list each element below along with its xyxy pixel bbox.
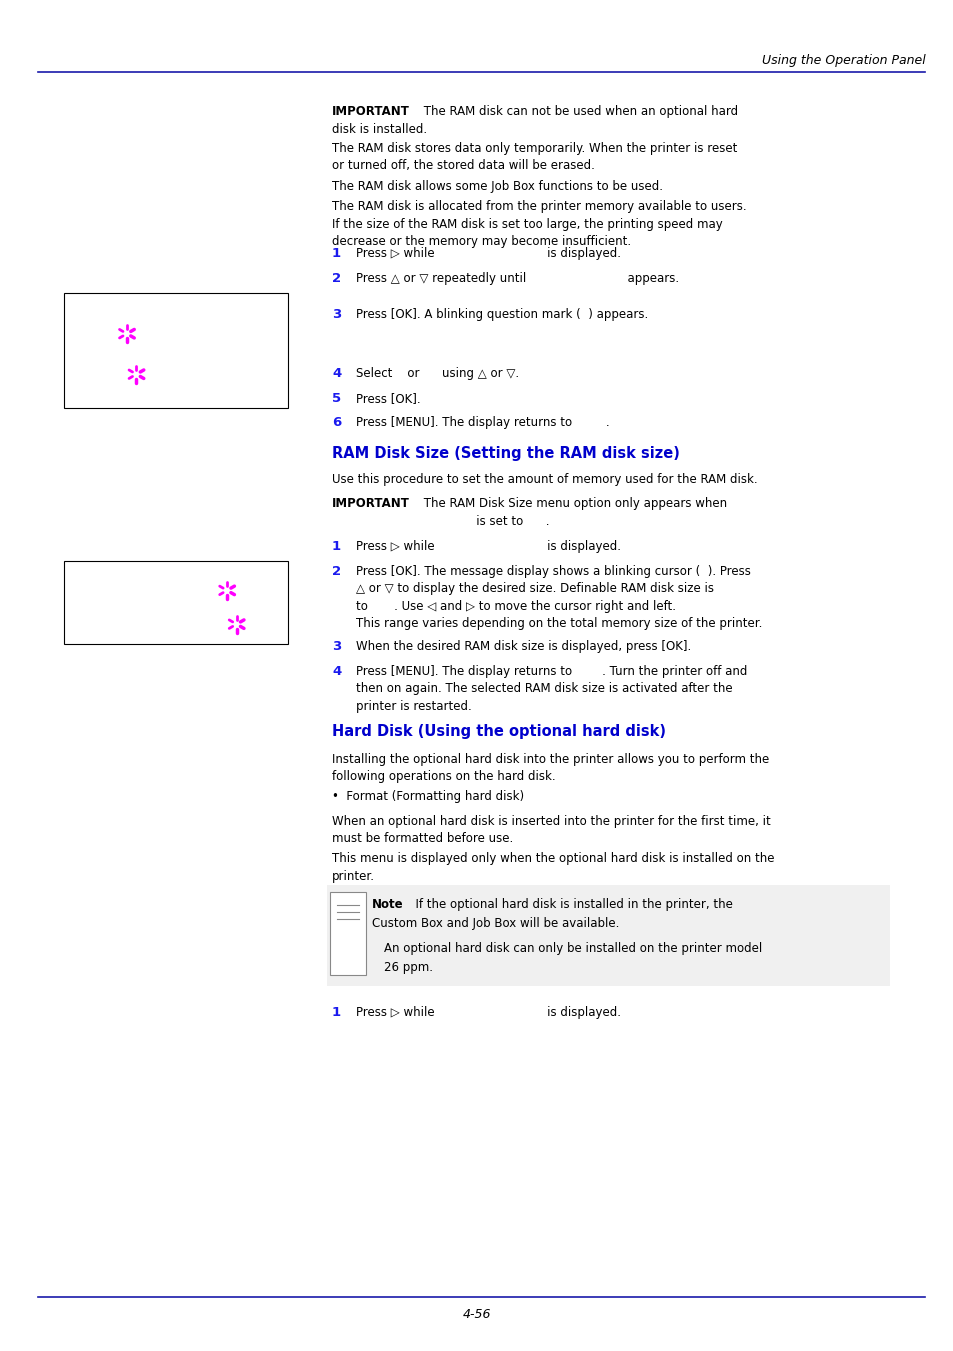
Text: to       . Use ◁ and ▷ to move the cursor right and left.: to . Use ◁ and ▷ to move the cursor righ… <box>355 600 675 613</box>
Text: The RAM disk is allocated from the printer memory available to users.: The RAM disk is allocated from the print… <box>332 200 746 213</box>
Text: 1: 1 <box>332 247 341 261</box>
Text: then on again. The selected RAM disk size is activated after the: then on again. The selected RAM disk siz… <box>355 682 732 696</box>
Text: •  Format (Formatting hard disk): • Format (Formatting hard disk) <box>332 790 523 804</box>
Bar <box>327 885 889 986</box>
Text: Press [OK]. The message display shows a blinking cursor (  ). Press: Press [OK]. The message display shows a … <box>355 565 750 578</box>
Text: The RAM disk stores data only temporarily. When the printer is reset: The RAM disk stores data only temporaril… <box>332 142 737 155</box>
Text: RAM Disk Size (Setting the RAM disk size): RAM Disk Size (Setting the RAM disk size… <box>332 446 679 461</box>
Bar <box>64 561 288 644</box>
Text: An optional hard disk can only be installed on the printer model: An optional hard disk can only be instal… <box>384 942 761 955</box>
Text: Press ▷ while                              is displayed.: Press ▷ while is displayed. <box>355 540 620 554</box>
Text: Custom Box and Job Box will be available.: Custom Box and Job Box will be available… <box>372 917 618 931</box>
Text: 2: 2 <box>332 272 341 285</box>
Text: 4: 4 <box>332 665 341 678</box>
Text: IMPORTANT: IMPORTANT <box>332 105 410 119</box>
Text: 3: 3 <box>332 640 341 654</box>
Text: Hard Disk (Using the optional hard disk): Hard Disk (Using the optional hard disk) <box>332 724 665 739</box>
Text: The RAM Disk Size menu option only appears when: The RAM Disk Size menu option only appea… <box>419 497 726 511</box>
Text: 4-56: 4-56 <box>462 1308 491 1321</box>
Text: 4: 4 <box>332 367 341 381</box>
Text: decrease or the memory may become insufficient.: decrease or the memory may become insuff… <box>332 235 631 249</box>
Text: Press [OK].: Press [OK]. <box>355 392 420 405</box>
Text: Select    or      using △ or ▽.: Select or using △ or ▽. <box>355 367 518 381</box>
Text: 1: 1 <box>332 1006 341 1020</box>
Text: Press [MENU]. The display returns to         .: Press [MENU]. The display returns to . <box>355 416 609 430</box>
Text: is set to      .: is set to . <box>419 515 549 528</box>
Text: 2: 2 <box>332 565 341 578</box>
Text: IMPORTANT: IMPORTANT <box>332 497 410 511</box>
Text: Press [MENU]. The display returns to        . Turn the printer off and: Press [MENU]. The display returns to . T… <box>355 665 746 678</box>
Text: The RAM disk can not be used when an optional hard: The RAM disk can not be used when an opt… <box>419 105 737 119</box>
Text: △ or ▽ to display the desired size. Definable RAM disk size is: △ or ▽ to display the desired size. Defi… <box>355 582 713 596</box>
Text: printer.: printer. <box>332 870 375 884</box>
Text: or turned off, the stored data will be erased.: or turned off, the stored data will be e… <box>332 159 595 173</box>
Text: Using the Operation Panel: Using the Operation Panel <box>760 54 924 68</box>
Text: printer is restarted.: printer is restarted. <box>355 700 471 713</box>
Text: This menu is displayed only when the optional hard disk is installed on the: This menu is displayed only when the opt… <box>332 852 774 866</box>
Bar <box>64 293 288 408</box>
Text: Use this procedure to set the amount of memory used for the RAM disk.: Use this procedure to set the amount of … <box>332 473 757 486</box>
Text: 6: 6 <box>332 416 341 430</box>
Text: 1: 1 <box>332 540 341 554</box>
Text: If the size of the RAM disk is set too large, the printing speed may: If the size of the RAM disk is set too l… <box>332 218 722 231</box>
Text: 3: 3 <box>332 308 341 322</box>
Text: 5: 5 <box>332 392 341 405</box>
Text: Installing the optional hard disk into the printer allows you to perform the: Installing the optional hard disk into t… <box>332 753 768 766</box>
Text: 26 ppm.: 26 ppm. <box>384 961 433 974</box>
Text: Press △ or ▽ repeatedly until                           appears.: Press △ or ▽ repeatedly until appears. <box>355 272 679 285</box>
Text: Press ▷ while                              is displayed.: Press ▷ while is displayed. <box>355 247 620 261</box>
Text: must be formatted before use.: must be formatted before use. <box>332 832 513 846</box>
Bar <box>330 892 366 975</box>
Text: following operations on the hard disk.: following operations on the hard disk. <box>332 770 555 784</box>
Text: disk is installed.: disk is installed. <box>332 123 427 136</box>
Text: The RAM disk allows some Job Box functions to be used.: The RAM disk allows some Job Box functio… <box>332 180 662 193</box>
Text: When an optional hard disk is inserted into the printer for the first time, it: When an optional hard disk is inserted i… <box>332 815 770 828</box>
Text: Note: Note <box>372 898 403 912</box>
Text: If the optional hard disk is installed in the printer, the: If the optional hard disk is installed i… <box>408 898 733 912</box>
Text: This range varies depending on the total memory size of the printer.: This range varies depending on the total… <box>355 617 761 631</box>
Text: When the desired RAM disk size is displayed, press [OK].: When the desired RAM disk size is displa… <box>355 640 690 654</box>
Text: Press ▷ while                              is displayed.: Press ▷ while is displayed. <box>355 1006 620 1020</box>
Text: Press [OK]. A blinking question mark (  ) appears.: Press [OK]. A blinking question mark ( )… <box>355 308 647 322</box>
